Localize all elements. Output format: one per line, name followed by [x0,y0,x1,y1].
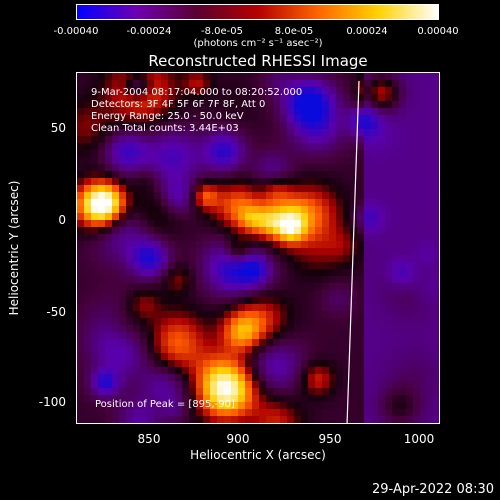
info-energy: Energy Range: 25.0 - 50.0 keV [91,111,244,122]
x-tick: 1000 [403,432,435,446]
image-heatmap [77,73,439,423]
colorbar-tick: 0.00040 [417,26,459,37]
x-tick: 950 [318,432,342,446]
colorbar-tick: 8.0e-05 [274,26,314,37]
y-tick: 0 [58,213,66,227]
info-detectors: Detectors: 3F 4F 5F 6F 7F 8F, Att 0 [91,99,266,110]
x-tick: 850 [137,432,161,446]
plot-title: Reconstructed RHESSI Image [148,52,368,70]
colorbar-tick: -0.00024 [126,26,172,37]
peak-position: Position of Peak = [895,-90] [95,399,235,410]
colorbar-tick: -0.00040 [53,26,99,37]
y-tick: -100 [38,395,66,409]
y-axis-label: Heliocentric Y (arcsec) [7,180,21,316]
info-time: 9-Mar-2004 08:17:04.000 to 08:20:52.000 [91,87,303,98]
x-tick: 900 [226,432,250,446]
rhessi-image: 9-Mar-2004 08:17:04.000 to 08:20:52.000 … [76,72,440,424]
colorbar-tick: 0.00024 [346,26,388,37]
footer-date: 29-Apr-2022 08:30 [372,482,494,497]
y-tick: -50 [46,305,66,319]
x-axis-label: Heliocentric X (arcsec) [190,448,326,462]
colorbar-units: (photons cm⁻² s⁻¹ asec⁻²) [193,38,323,49]
solar-limb-line [346,80,360,423]
info-clean: Clean Total counts: 3.44E+03 [91,123,239,134]
y-tick: 50 [50,121,66,135]
colorbar [76,4,439,20]
colorbar-tick: -8.0e-05 [201,26,243,37]
